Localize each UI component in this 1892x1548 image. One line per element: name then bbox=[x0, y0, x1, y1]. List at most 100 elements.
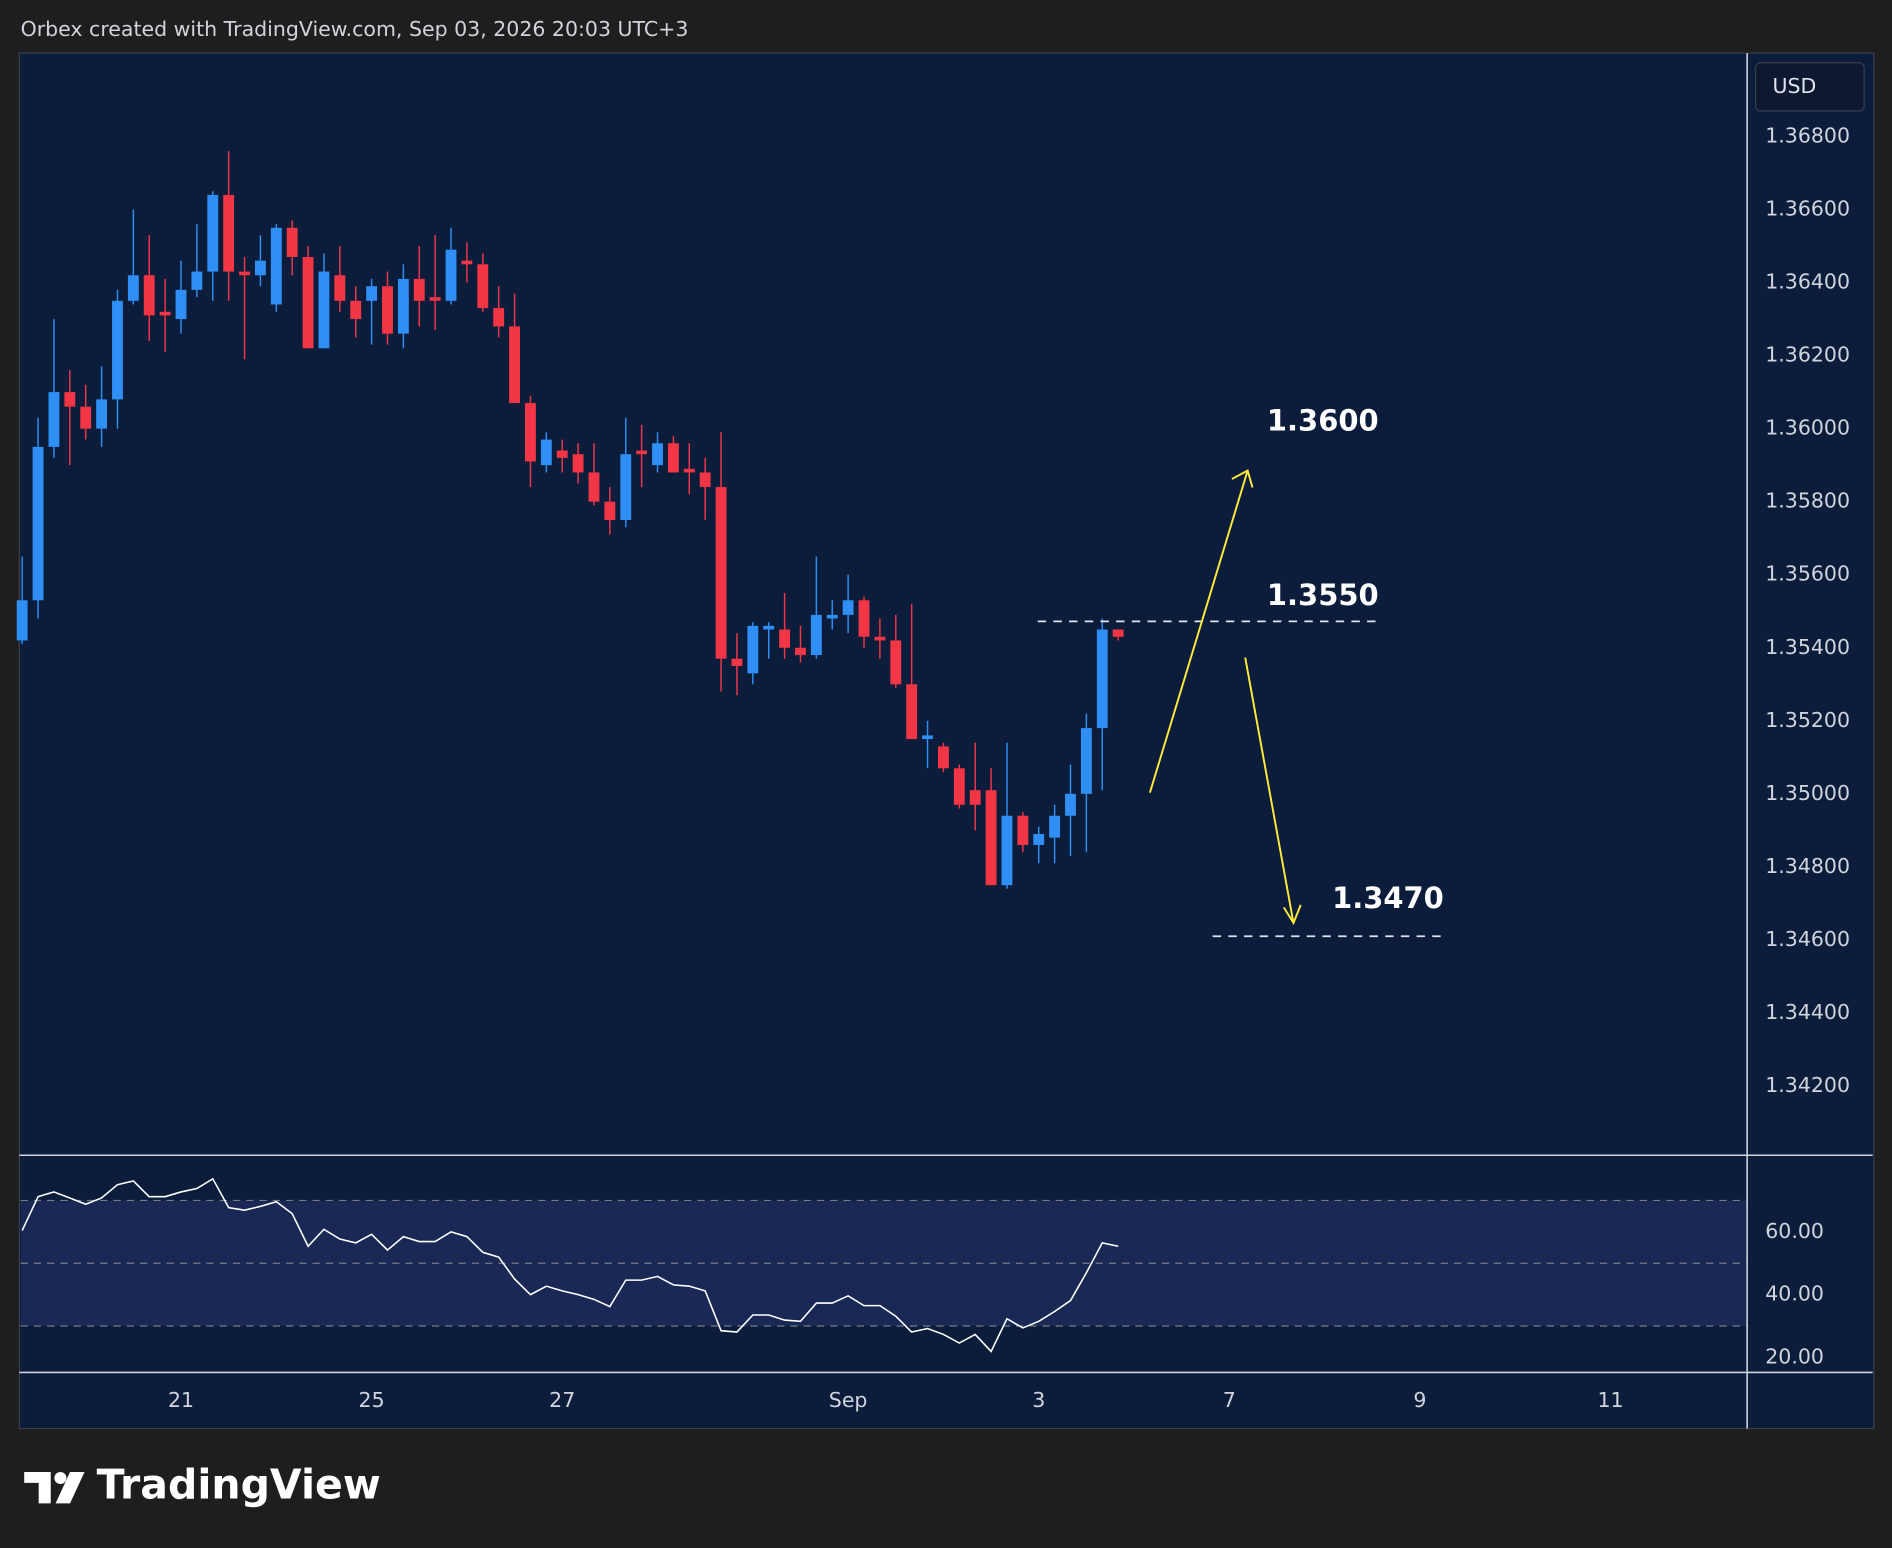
candle-body bbox=[127, 275, 139, 301]
logo-icon bbox=[24, 1471, 85, 1504]
candle-body bbox=[842, 600, 854, 615]
candle-body bbox=[715, 487, 727, 659]
candle-body bbox=[572, 454, 584, 473]
candle-body bbox=[1033, 834, 1045, 845]
candle-body bbox=[667, 443, 679, 473]
candle-body bbox=[874, 636, 886, 641]
y-tick-label: 20.00 bbox=[1765, 1344, 1824, 1368]
candle-body bbox=[699, 472, 711, 488]
candle-body bbox=[525, 403, 536, 462]
candle-body bbox=[48, 392, 60, 447]
candle-body bbox=[270, 227, 282, 305]
annotation-label: 1.3470 bbox=[1332, 881, 1444, 915]
candle-body bbox=[1049, 815, 1061, 838]
y-tick-label: 1.34400 bbox=[1765, 1000, 1850, 1024]
candle-body bbox=[191, 271, 203, 290]
y-tick-label: 1.36000 bbox=[1765, 416, 1850, 440]
candle-body bbox=[143, 275, 155, 316]
logo-text: TradingView bbox=[97, 1461, 381, 1509]
y-tick-label: 1.35200 bbox=[1765, 708, 1850, 732]
annotation-label: 1.3550 bbox=[1267, 578, 1379, 612]
candle-body bbox=[493, 308, 505, 327]
candle-body bbox=[32, 446, 44, 601]
candle-body bbox=[397, 278, 409, 334]
currency-box[interactable] bbox=[1754, 62, 1865, 112]
y-tick-label: 1.35000 bbox=[1765, 781, 1850, 805]
candle-body bbox=[588, 472, 600, 502]
y-tick-label: 60.00 bbox=[1765, 1219, 1824, 1243]
candle-body bbox=[429, 297, 441, 301]
candle-body bbox=[826, 614, 838, 619]
candle-body bbox=[382, 286, 393, 334]
x-tick-label: 21 bbox=[168, 1388, 194, 1412]
candle-body bbox=[350, 300, 362, 320]
candle-body bbox=[731, 658, 743, 667]
candle-body bbox=[1065, 793, 1076, 816]
candle-body bbox=[254, 260, 266, 276]
candle-body bbox=[858, 600, 870, 637]
candle-body bbox=[1017, 815, 1029, 845]
x-tick-label: Sep bbox=[829, 1388, 868, 1412]
candle-body bbox=[334, 275, 346, 301]
candle-body bbox=[445, 249, 457, 301]
y-tick-label: 1.34600 bbox=[1765, 927, 1850, 951]
y-tick-label: 1.34200 bbox=[1765, 1073, 1850, 1097]
y-tick-label: 1.35600 bbox=[1765, 562, 1850, 586]
y-tick-label: 1.36600 bbox=[1765, 197, 1850, 221]
candle-body bbox=[683, 468, 695, 473]
y-tick-label: 1.34800 bbox=[1765, 854, 1850, 878]
candle-body bbox=[413, 278, 425, 301]
arrow-up bbox=[1148, 469, 1254, 793]
candle-body bbox=[810, 614, 822, 656]
candle-body bbox=[604, 501, 616, 520]
rsi-line bbox=[21, 1177, 1119, 1353]
candle-body bbox=[747, 625, 759, 674]
candle-body bbox=[64, 392, 76, 407]
y-tick-label: 40.00 bbox=[1765, 1282, 1824, 1306]
currency-label: USD bbox=[1772, 74, 1816, 98]
y-tick-label: 1.36800 bbox=[1765, 123, 1850, 147]
candle-body bbox=[779, 629, 791, 648]
candle-body bbox=[175, 289, 187, 320]
candle-body bbox=[795, 647, 806, 656]
annotation-label: 1.3600 bbox=[1267, 403, 1379, 437]
candle-body bbox=[16, 600, 28, 641]
x-tick-label: 9 bbox=[1413, 1388, 1426, 1412]
candle-body bbox=[636, 450, 648, 455]
candle-body bbox=[620, 454, 632, 520]
candle-body bbox=[1096, 629, 1108, 729]
candle-body bbox=[80, 406, 92, 429]
y-tick-label: 1.36200 bbox=[1765, 343, 1850, 367]
y-tick-label: 1.36400 bbox=[1765, 270, 1850, 294]
candle-body bbox=[906, 684, 918, 740]
candle-body bbox=[223, 194, 235, 272]
candle-body bbox=[937, 746, 949, 769]
candle-body bbox=[302, 256, 314, 349]
y-tick-label: 1.35800 bbox=[1765, 489, 1850, 513]
candle-body bbox=[1112, 629, 1124, 637]
x-tick-label: 27 bbox=[549, 1388, 575, 1412]
candle-body bbox=[112, 300, 123, 400]
x-tick-label: 3 bbox=[1032, 1388, 1045, 1412]
candle-body bbox=[96, 399, 108, 429]
candle-body bbox=[239, 271, 250, 276]
candle-body bbox=[318, 271, 330, 349]
candle-body bbox=[652, 443, 663, 466]
candle-body bbox=[509, 326, 520, 404]
candle-body bbox=[1080, 728, 1092, 794]
candle-body bbox=[286, 227, 298, 257]
candle-body bbox=[207, 194, 219, 272]
candle-body bbox=[985, 790, 997, 886]
x-tick-label: 7 bbox=[1223, 1388, 1236, 1412]
arrow-down bbox=[1244, 657, 1302, 926]
candle-body bbox=[763, 625, 775, 630]
candle-body bbox=[922, 735, 933, 740]
candle-body bbox=[969, 790, 981, 805]
marks-layer bbox=[16, 151, 1748, 1353]
candle-body bbox=[890, 640, 902, 685]
candle-body bbox=[953, 768, 965, 805]
candle-body bbox=[540, 439, 552, 466]
candle-body bbox=[477, 264, 489, 309]
